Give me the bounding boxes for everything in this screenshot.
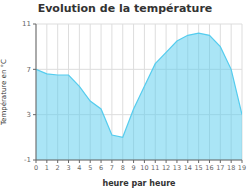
svg-text:1: 1	[45, 164, 49, 172]
html-text:Evolution de la température: Evolution de la température	[37, 2, 213, 15]
svg-text:10: 10	[140, 164, 148, 172]
svg-text:3: 3	[66, 164, 70, 172]
svg-text:6: 6	[99, 164, 103, 172]
svg-text:7: 7	[110, 164, 114, 172]
svg-text:14: 14	[184, 164, 192, 172]
svg-text:18: 18	[227, 164, 235, 172]
svg-text:11: 11	[22, 20, 31, 28]
svg-text:12: 12	[162, 164, 170, 172]
svg-text:9: 9	[132, 164, 136, 172]
svg-text:19: 19	[238, 164, 242, 172]
svg-text:15: 15	[194, 164, 202, 172]
svg-text:-1: -1	[24, 156, 31, 164]
svg-text:13: 13	[173, 164, 181, 172]
svg-text:7: 7	[27, 66, 31, 74]
svg-text:17: 17	[216, 164, 224, 172]
svg-text:8: 8	[121, 164, 125, 172]
svg-text:2: 2	[56, 164, 60, 172]
svg-text:16: 16	[205, 164, 213, 172]
svg-text:0: 0	[34, 164, 38, 172]
svg-text:4: 4	[77, 164, 81, 172]
svg-text:3: 3	[27, 111, 31, 119]
svg-text:Température en °C: Température en °C	[8, 59, 9, 126]
svg-text:heure par heure: heure par heure	[102, 179, 176, 188]
svg-text:11: 11	[151, 164, 159, 172]
svg-text:5: 5	[88, 164, 92, 172]
